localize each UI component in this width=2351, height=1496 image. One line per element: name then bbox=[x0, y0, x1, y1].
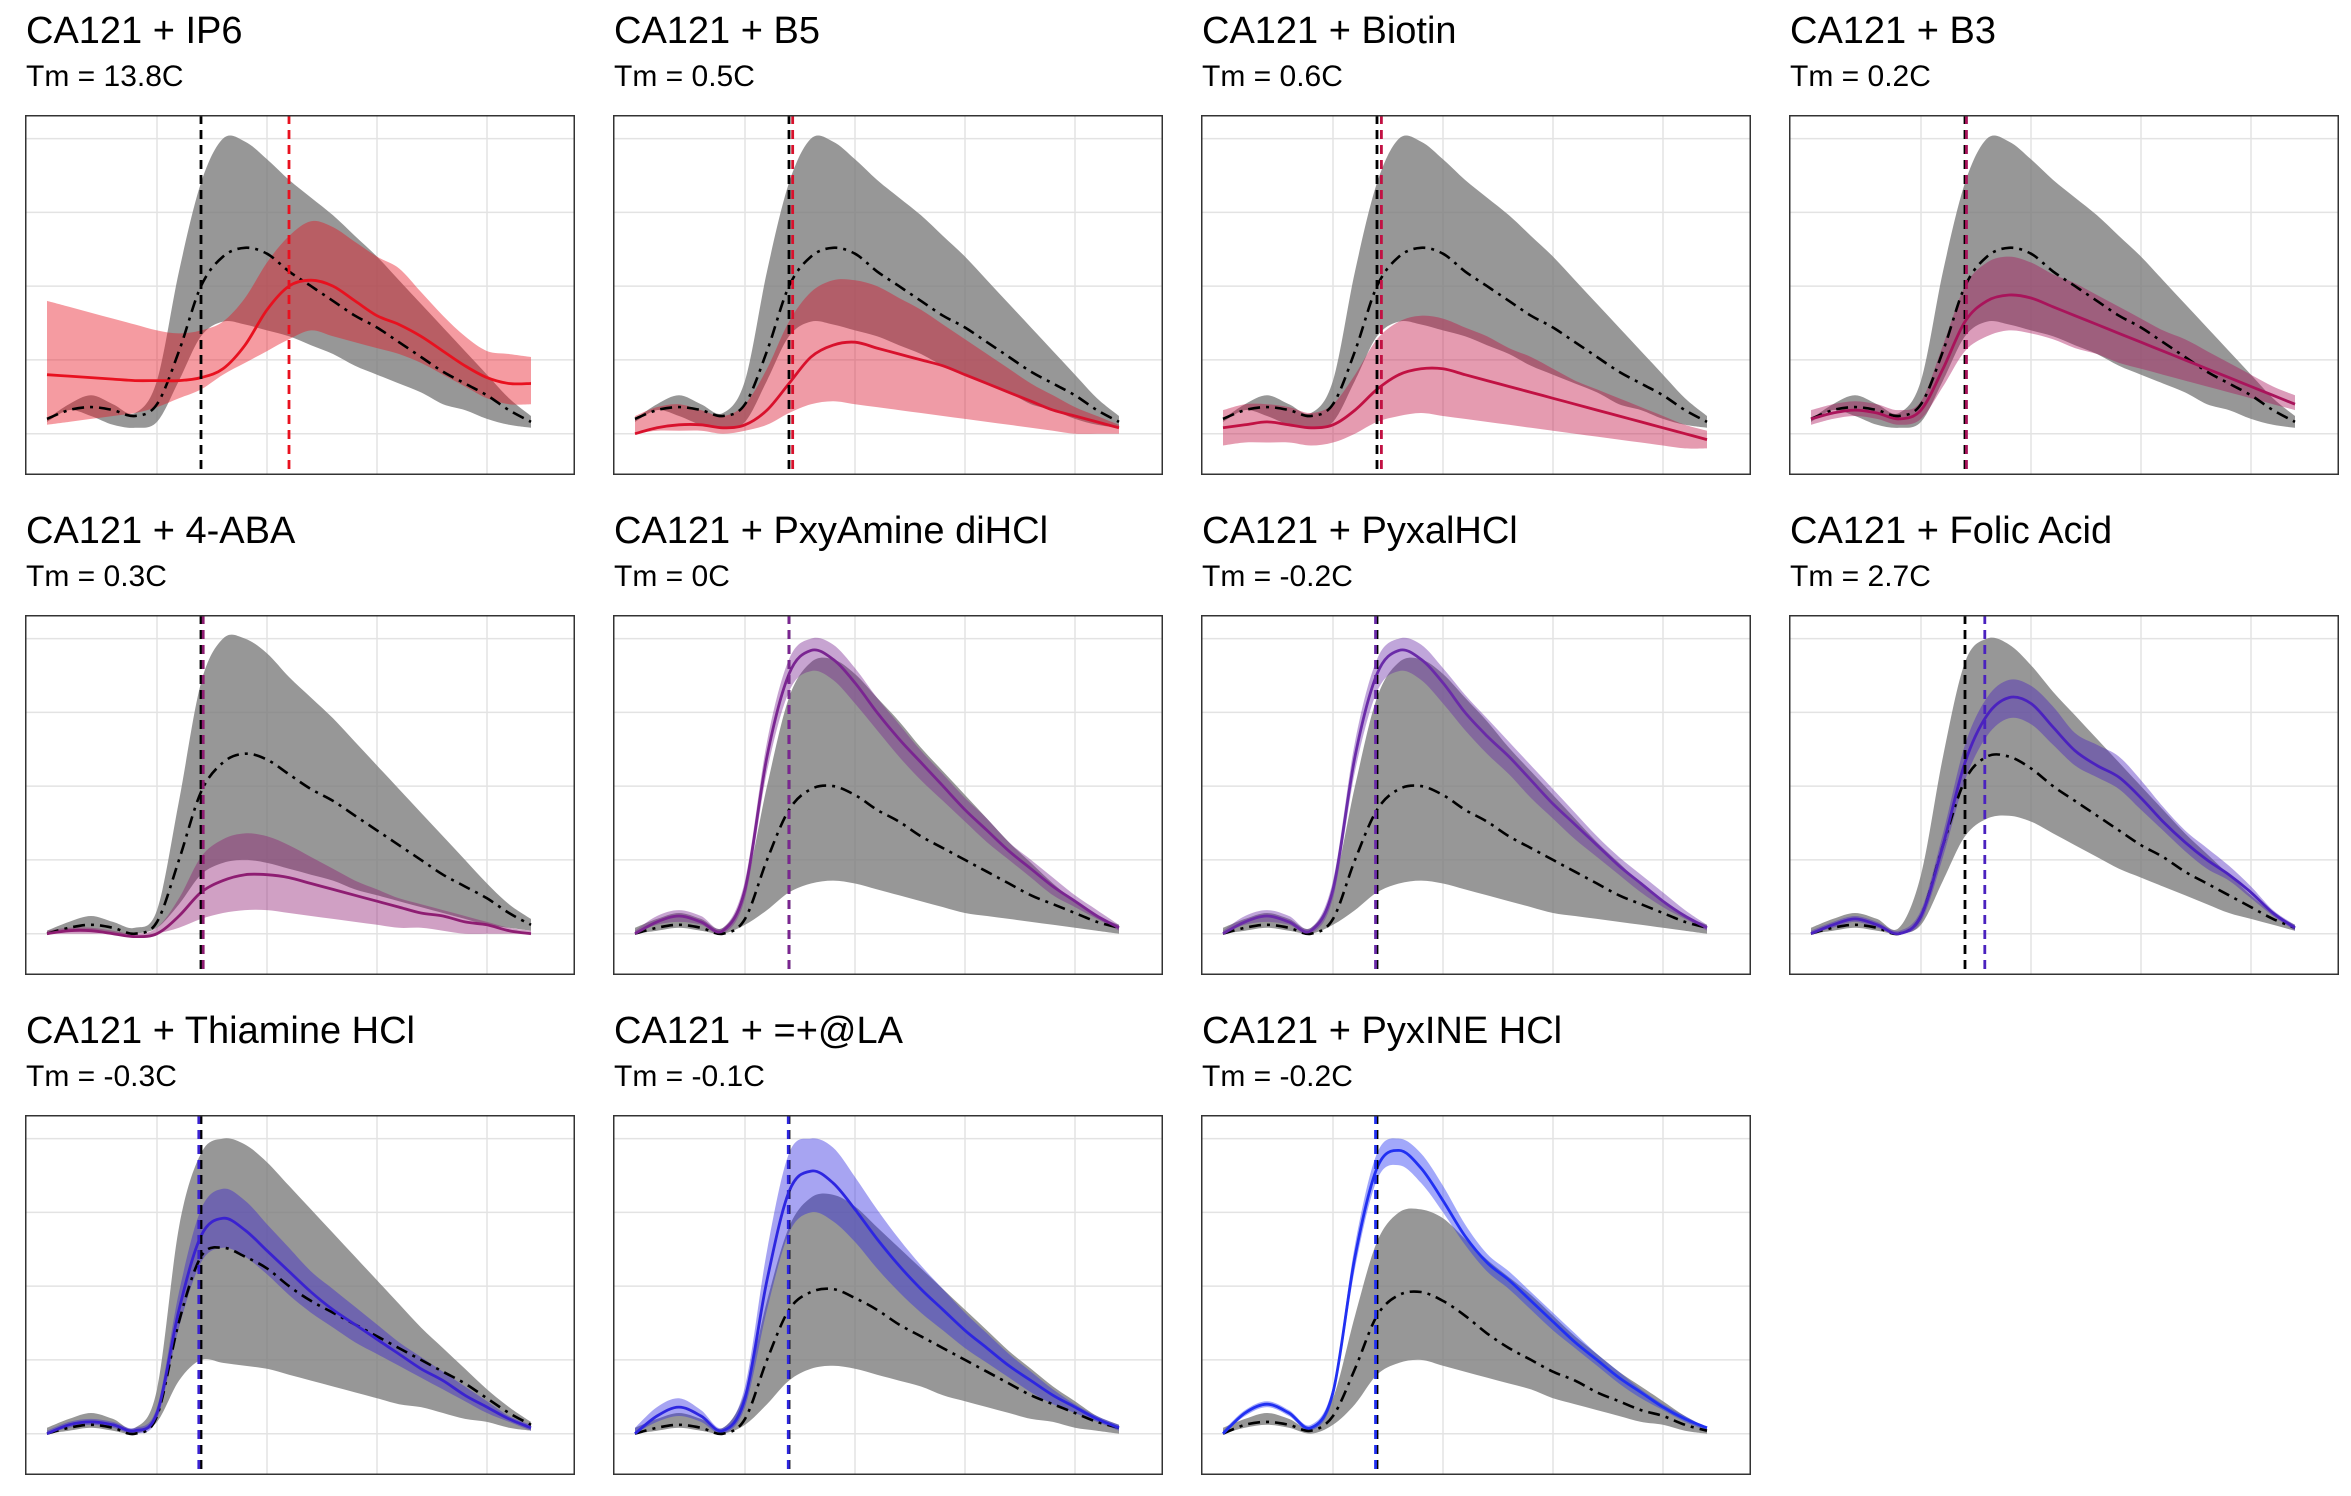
facet-panel: CA121 + =+@LA Tm = -0.1C bbox=[588, 1000, 1163, 1490]
reference-mean-line bbox=[634, 246, 1120, 424]
plot-area bbox=[613, 1115, 1163, 1475]
plot-area bbox=[25, 615, 575, 975]
treatment-mean-line bbox=[634, 1169, 1120, 1435]
derivative-melt-chart bbox=[1789, 115, 2339, 475]
derivative-melt-chart bbox=[25, 115, 575, 475]
treatment-mean-line bbox=[634, 340, 1120, 436]
treatment-mean-line bbox=[1810, 293, 2296, 421]
derivative-melt-chart bbox=[25, 1115, 575, 1475]
derivative-melt-chart bbox=[1789, 615, 2339, 975]
treatment-mean-line bbox=[1222, 648, 1708, 935]
treatment-ci-band bbox=[635, 279, 1119, 434]
facet-panel: CA121 + B3 Tm = 0.2C bbox=[1764, 0, 2339, 490]
reference-ci-band bbox=[1223, 135, 1707, 428]
panel-title: CA121 + PyxINE HCl bbox=[1202, 1010, 1563, 1052]
facet-panel: CA121 + 4-ABA Tm = 0.3C bbox=[0, 500, 575, 990]
treatment-ci-band bbox=[1223, 637, 1707, 935]
treatment-mean-line bbox=[634, 648, 1120, 935]
plot-area bbox=[25, 115, 575, 475]
panel-subtitle-tm: Tm = 13.8C bbox=[26, 60, 184, 93]
derivative-melt-chart bbox=[613, 1115, 1163, 1475]
reference-mean-line bbox=[1222, 784, 1708, 936]
facet-panel: CA121 + PyxalHCl Tm = -0.2C bbox=[1176, 500, 1751, 990]
plot-area bbox=[1201, 115, 1751, 475]
panel-title: CA121 + PxyAmine diHCl bbox=[614, 510, 1049, 552]
plot-frame bbox=[1201, 1115, 1751, 1475]
derivative-melt-chart bbox=[613, 115, 1163, 475]
plot-frame bbox=[613, 115, 1163, 475]
reference-mean-line bbox=[1222, 1290, 1708, 1435]
plot-frame bbox=[613, 1115, 1163, 1475]
plot-frame bbox=[25, 1115, 575, 1475]
plot-frame bbox=[25, 115, 575, 475]
plot-area bbox=[1201, 1115, 1751, 1475]
treatment-ci-band bbox=[1223, 315, 1707, 449]
panel-subtitle-tm: Tm = -0.2C bbox=[1202, 1060, 1353, 1093]
plot-frame bbox=[1201, 615, 1751, 975]
panel-subtitle-tm: Tm = -0.3C bbox=[26, 1060, 177, 1093]
reference-ci-band bbox=[635, 135, 1119, 428]
reference-mean-line bbox=[1810, 246, 2296, 424]
treatment-ci-band bbox=[635, 1138, 1119, 1435]
facet-panel: CA121 + B5 Tm = 0.5C bbox=[588, 0, 1163, 490]
panel-title: CA121 + Folic Acid bbox=[1790, 510, 2113, 552]
facet-panel: CA121 + PxyAmine diHCl Tm = 0C bbox=[588, 500, 1163, 990]
facet-panel: CA121 + Thiamine HCl Tm = -0.3C bbox=[0, 1000, 575, 1490]
panel-title: CA121 + IP6 bbox=[26, 10, 243, 52]
panel-title: CA121 + PyxalHCl bbox=[1202, 510, 1518, 552]
plot-area bbox=[1789, 615, 2339, 975]
reference-ci-band bbox=[47, 634, 531, 935]
treatment-mean-line bbox=[1810, 695, 2296, 936]
plot-area bbox=[613, 115, 1163, 475]
treatment-mean-line bbox=[46, 872, 532, 939]
panel-title: CA121 + B5 bbox=[614, 10, 820, 52]
plot-frame bbox=[25, 615, 575, 975]
panel-title: CA121 + Thiamine HCl bbox=[26, 1010, 415, 1052]
panel-subtitle-tm: Tm = -0.1C bbox=[614, 1060, 765, 1093]
reference-ci-band bbox=[1223, 657, 1707, 934]
treatment-mean-line bbox=[46, 1216, 532, 1435]
plot-frame bbox=[1789, 115, 2339, 475]
derivative-melt-chart bbox=[1201, 115, 1751, 475]
treatment-ci-band bbox=[1811, 679, 2295, 934]
panel-subtitle-tm: Tm = 0.3C bbox=[26, 560, 167, 593]
reference-mean-line bbox=[46, 752, 532, 936]
derivative-melt-chart bbox=[1201, 615, 1751, 975]
panel-title: CA121 + =+@LA bbox=[614, 1010, 903, 1052]
reference-ci-band bbox=[635, 657, 1119, 934]
derivative-melt-chart bbox=[25, 615, 575, 975]
panel-subtitle-tm: Tm = 2.7C bbox=[1790, 560, 1931, 593]
reference-mean-line bbox=[1222, 246, 1708, 424]
treatment-ci-band bbox=[47, 220, 531, 425]
plot-area bbox=[25, 1115, 575, 1475]
facet-panel: CA121 + Biotin Tm = 0.6C bbox=[1176, 0, 1751, 490]
facet-panel: CA121 + Folic Acid Tm = 2.7C bbox=[1764, 500, 2339, 990]
reference-mean-line bbox=[634, 784, 1120, 936]
panel-title: CA121 + Biotin bbox=[1202, 10, 1457, 52]
facet-panel: CA121 + IP6 Tm = 13.8C bbox=[0, 0, 575, 490]
reference-ci-band bbox=[1223, 1208, 1707, 1434]
treatment-mean-line bbox=[1222, 1148, 1708, 1435]
panel-subtitle-tm: Tm = 0.5C bbox=[614, 60, 755, 93]
reference-mean-line bbox=[634, 1287, 1120, 1436]
panel-subtitle-tm: Tm = 0.6C bbox=[1202, 60, 1343, 93]
plot-frame bbox=[1789, 615, 2339, 975]
panel-subtitle-tm: Tm = 0.2C bbox=[1790, 60, 1931, 93]
treatment-mean-line bbox=[1222, 366, 1708, 441]
facet-panel: CA121 + PyxINE HCl Tm = -0.2C bbox=[1176, 1000, 1751, 1490]
reference-ci-band bbox=[635, 1193, 1119, 1434]
derivative-melt-chart bbox=[1201, 1115, 1751, 1475]
panel-title: CA121 + 4-ABA bbox=[26, 510, 296, 552]
derivative-melt-chart bbox=[613, 615, 1163, 975]
panel-subtitle-tm: Tm = 0C bbox=[614, 560, 730, 593]
plot-area bbox=[613, 615, 1163, 975]
reference-mean-line bbox=[46, 1246, 532, 1436]
panel-subtitle-tm: Tm = -0.2C bbox=[1202, 560, 1353, 593]
plot-area bbox=[1789, 115, 2339, 475]
panel-title: CA121 + B3 bbox=[1790, 10, 1996, 52]
plot-frame bbox=[613, 615, 1163, 975]
plot-frame bbox=[1201, 115, 1751, 475]
plot-area bbox=[1201, 615, 1751, 975]
